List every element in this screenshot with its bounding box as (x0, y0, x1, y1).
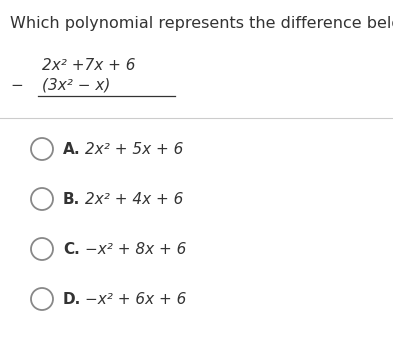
Text: −x² + 6x + 6: −x² + 6x + 6 (85, 292, 186, 307)
Text: 2x² + 5x + 6: 2x² + 5x + 6 (85, 142, 184, 157)
Text: C.: C. (63, 242, 80, 257)
Text: B.: B. (63, 192, 80, 207)
Text: A.: A. (63, 142, 81, 157)
Text: −: − (10, 78, 23, 93)
Text: D.: D. (63, 292, 81, 307)
Text: −x² + 8x + 6: −x² + 8x + 6 (85, 242, 186, 257)
Text: Which polynomial represents the difference below?: Which polynomial represents the differen… (10, 16, 393, 31)
Text: 2x² +7x + 6: 2x² +7x + 6 (42, 58, 136, 73)
Text: 2x² + 4x + 6: 2x² + 4x + 6 (85, 192, 184, 207)
Text: (3x² − x): (3x² − x) (42, 78, 110, 93)
